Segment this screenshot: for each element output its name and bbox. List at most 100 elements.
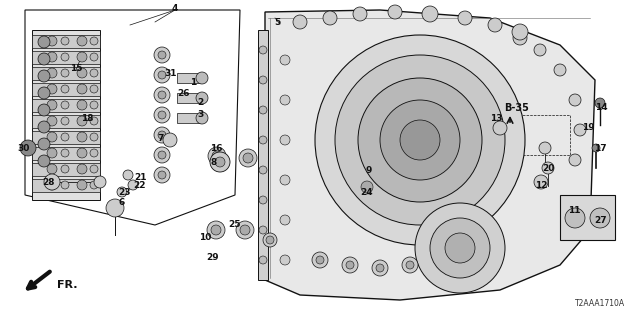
Circle shape — [595, 98, 605, 108]
Circle shape — [312, 252, 328, 268]
Circle shape — [259, 166, 267, 174]
Text: 11: 11 — [568, 205, 580, 214]
Bar — [355, 178, 380, 196]
Circle shape — [342, 257, 358, 273]
Text: 6: 6 — [119, 197, 125, 206]
Circle shape — [61, 53, 69, 61]
Bar — [177, 73, 202, 83]
Circle shape — [534, 44, 546, 56]
Circle shape — [94, 176, 106, 188]
Circle shape — [423, 7, 437, 21]
Circle shape — [445, 233, 475, 263]
Bar — [32, 83, 100, 96]
Circle shape — [77, 36, 87, 46]
Circle shape — [215, 157, 225, 167]
Circle shape — [47, 68, 57, 78]
Text: T2AAA1710A: T2AAA1710A — [575, 299, 625, 308]
Circle shape — [158, 151, 166, 159]
Circle shape — [61, 69, 69, 77]
Circle shape — [154, 147, 170, 163]
Bar — [32, 131, 100, 144]
Text: 27: 27 — [595, 215, 607, 225]
Circle shape — [154, 167, 170, 183]
Circle shape — [513, 31, 527, 45]
Text: 31: 31 — [164, 68, 177, 77]
Text: 29: 29 — [207, 253, 220, 262]
Text: 10: 10 — [199, 233, 211, 242]
Circle shape — [315, 35, 525, 245]
Circle shape — [280, 175, 290, 185]
Circle shape — [77, 100, 87, 110]
Circle shape — [47, 84, 57, 94]
Circle shape — [47, 36, 57, 46]
Circle shape — [361, 181, 373, 193]
Circle shape — [38, 155, 50, 167]
Circle shape — [415, 203, 505, 293]
Circle shape — [592, 144, 600, 152]
Circle shape — [61, 133, 69, 141]
Text: 19: 19 — [582, 123, 595, 132]
Circle shape — [422, 6, 438, 22]
Bar — [32, 115, 100, 128]
Text: 1: 1 — [190, 77, 196, 86]
Text: 17: 17 — [594, 143, 606, 153]
Bar — [32, 30, 100, 200]
Circle shape — [90, 181, 98, 189]
Circle shape — [47, 100, 57, 110]
Circle shape — [211, 225, 221, 235]
Text: 20: 20 — [542, 164, 554, 172]
Circle shape — [38, 138, 50, 150]
Circle shape — [266, 236, 274, 244]
Circle shape — [316, 256, 324, 264]
Text: 22: 22 — [132, 180, 145, 189]
Circle shape — [569, 94, 581, 106]
Circle shape — [358, 78, 482, 202]
Circle shape — [293, 15, 307, 29]
Circle shape — [488, 18, 502, 32]
Circle shape — [554, 64, 566, 76]
Circle shape — [158, 131, 166, 139]
Text: 13: 13 — [490, 114, 502, 123]
Circle shape — [77, 116, 87, 126]
Circle shape — [90, 117, 98, 125]
Bar — [32, 67, 100, 80]
Circle shape — [61, 181, 69, 189]
Circle shape — [196, 72, 208, 84]
Circle shape — [240, 225, 250, 235]
Circle shape — [259, 136, 267, 144]
Bar — [32, 99, 100, 112]
Circle shape — [44, 174, 60, 190]
Circle shape — [259, 196, 267, 204]
Circle shape — [47, 180, 57, 190]
Circle shape — [38, 121, 50, 133]
Bar — [177, 93, 202, 103]
Text: 14: 14 — [595, 102, 607, 111]
Circle shape — [388, 5, 402, 19]
Circle shape — [259, 106, 267, 114]
Circle shape — [128, 180, 138, 190]
Circle shape — [154, 47, 170, 63]
Circle shape — [38, 70, 50, 82]
Circle shape — [77, 84, 87, 94]
Bar — [32, 163, 100, 176]
Circle shape — [106, 199, 124, 217]
Circle shape — [280, 135, 290, 145]
Circle shape — [239, 149, 257, 167]
Circle shape — [346, 261, 354, 269]
Circle shape — [574, 124, 586, 136]
Circle shape — [243, 153, 253, 163]
Circle shape — [406, 261, 414, 269]
Circle shape — [123, 170, 133, 180]
Circle shape — [77, 52, 87, 62]
Circle shape — [77, 148, 87, 158]
Polygon shape — [265, 10, 595, 300]
Circle shape — [353, 7, 367, 21]
Circle shape — [512, 24, 528, 40]
Circle shape — [154, 107, 170, 123]
Circle shape — [569, 154, 581, 166]
Circle shape — [376, 264, 384, 272]
Bar — [32, 179, 100, 192]
Text: 21: 21 — [134, 172, 147, 181]
Circle shape — [90, 37, 98, 45]
Text: 18: 18 — [81, 114, 93, 123]
